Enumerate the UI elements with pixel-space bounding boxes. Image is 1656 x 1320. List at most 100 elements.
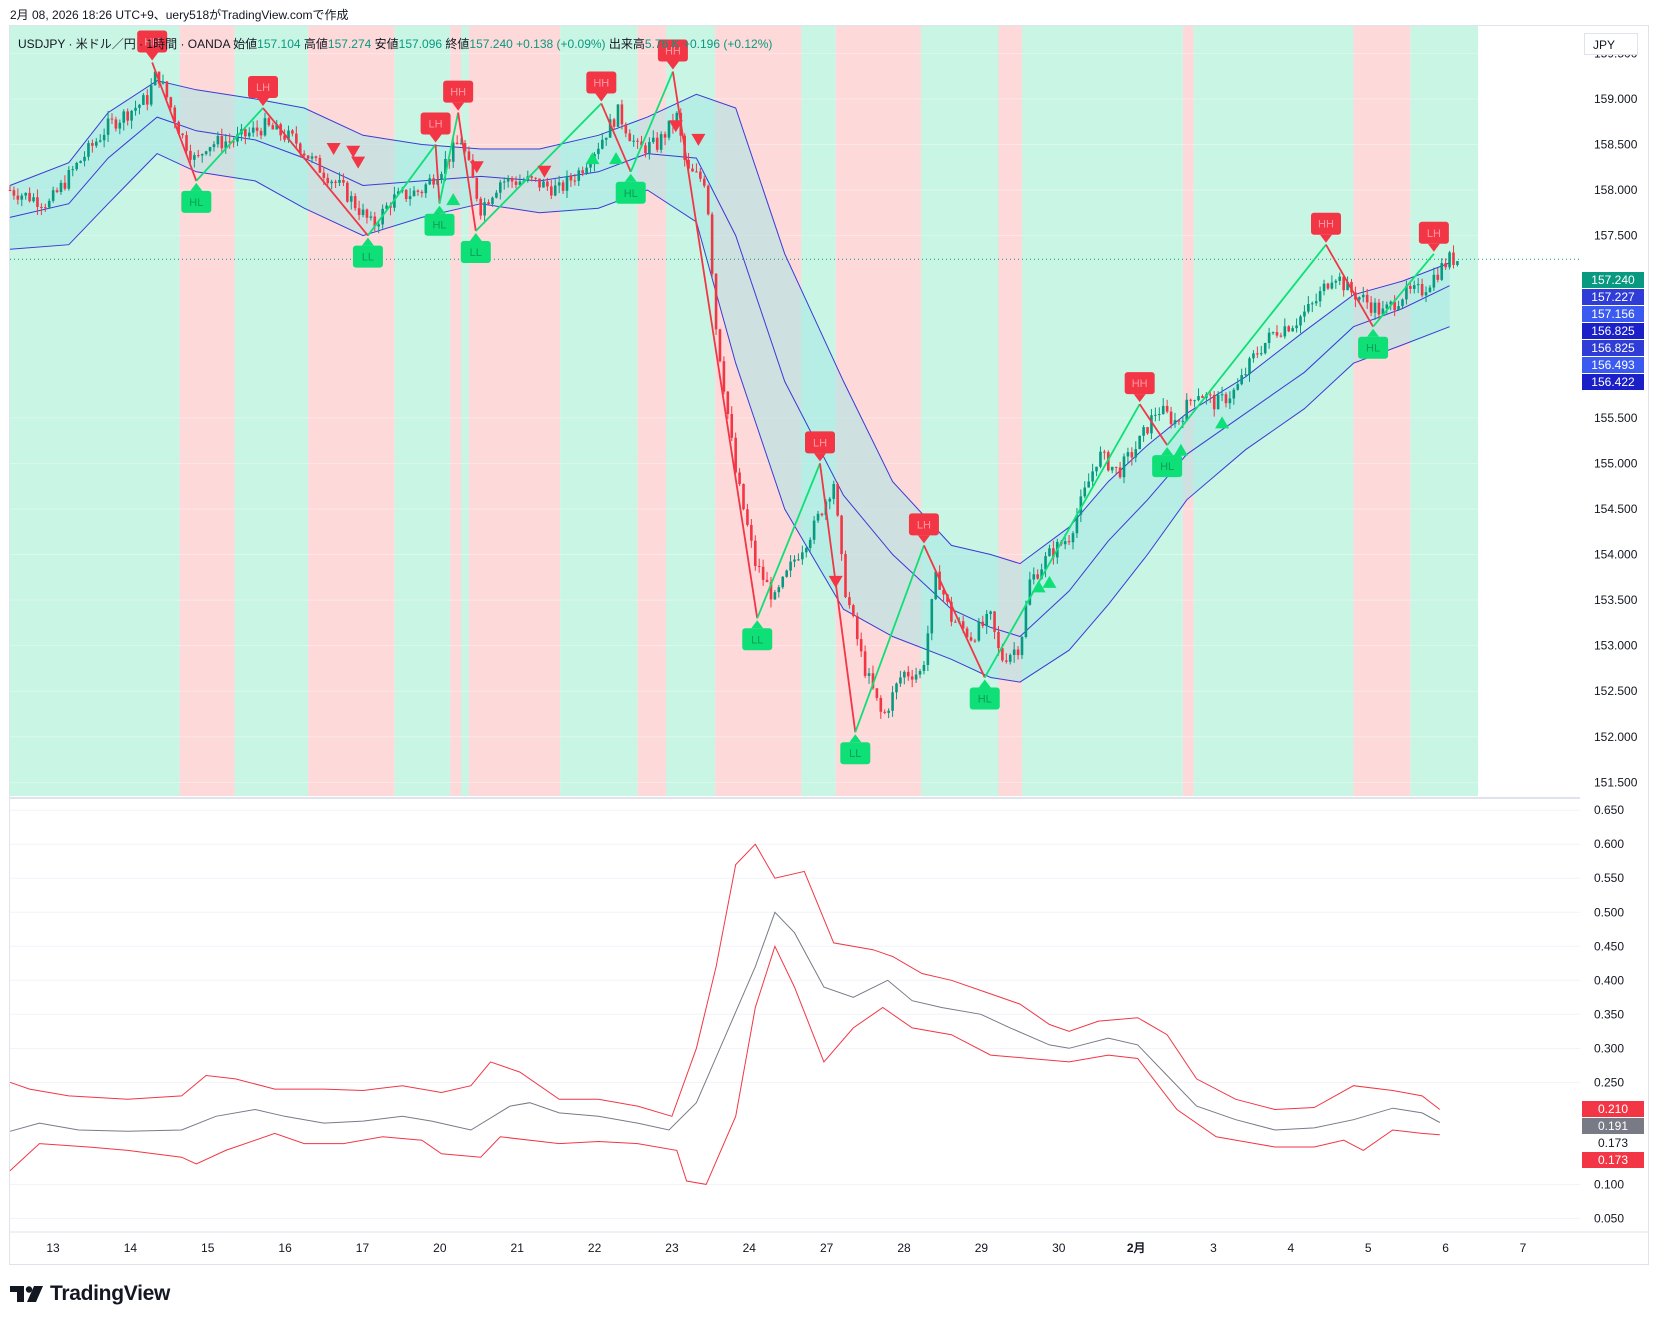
time-tick-4: 17: [356, 1241, 370, 1255]
candle-body: [875, 688, 879, 698]
candle-body: [644, 145, 647, 154]
candle-body: [122, 111, 126, 123]
price-axis-label-bg-3: [1582, 323, 1644, 339]
candle-body: [722, 361, 726, 392]
legend-close-label: 終値: [445, 37, 470, 51]
signal-arrow-down-0: [326, 143, 341, 156]
price-tick-12: 152.000: [1594, 730, 1638, 744]
structure-label-ll-11: LL: [742, 620, 773, 651]
signal-arrow-down-10: [828, 575, 843, 588]
candle-body: [816, 513, 820, 521]
candle-body: [1134, 449, 1138, 458]
structure-label-text: HL: [189, 197, 203, 209]
tradingview-logo[interactable]: TradingView: [10, 1282, 170, 1306]
time-tick-5: 20: [433, 1241, 447, 1255]
candle-body: [1067, 541, 1071, 543]
structure-label-box: [137, 30, 168, 53]
candle-body: [1130, 452, 1134, 458]
candle-body: [377, 224, 381, 227]
candle-body: [228, 141, 231, 143]
candle-body: [1338, 276, 1342, 281]
price-tick-8: 154.000: [1594, 548, 1638, 562]
candle-body: [706, 185, 710, 215]
structure-label-pointer: [917, 535, 930, 544]
candle-body: [753, 540, 757, 567]
signal-arrow-up-12: [1042, 575, 1057, 588]
structure-label-ll-13: LL: [840, 734, 871, 765]
candle-body: [369, 216, 373, 218]
structure-leg-20: [1372, 253, 1435, 328]
price-axis-label-bg-1: [1582, 289, 1644, 305]
structure-label-text: HH: [1318, 219, 1334, 231]
candle-body: [1307, 303, 1310, 312]
volatility-band-fill: [10, 80, 1450, 683]
candle-body: [326, 177, 330, 184]
candle-body: [604, 137, 608, 140]
structure-label-pointer: [257, 98, 270, 107]
candle-body: [259, 130, 263, 136]
structure-label-hl-5: HL: [424, 205, 455, 236]
structure-label-hh-6: HH: [443, 80, 474, 111]
structure-label-box: [443, 80, 474, 103]
structure-label-lh-12: LH: [804, 431, 835, 462]
candle-body: [1016, 649, 1020, 656]
structure-label-pointer: [190, 182, 203, 191]
candle-body: [1126, 452, 1130, 457]
candle-body: [871, 673, 875, 689]
legend-volume-label: 出来高: [608, 37, 645, 51]
candle-body: [828, 498, 832, 502]
candle-body: [761, 566, 765, 580]
time-tick-11: 28: [897, 1241, 911, 1255]
candle-body: [793, 559, 796, 562]
candle-body: [1024, 604, 1028, 637]
volatility-upper-line: [9, 843, 1441, 1117]
candle-body: [220, 135, 224, 149]
candle-body: [189, 150, 192, 160]
candle-body: [942, 589, 945, 595]
candle-body: [1377, 302, 1381, 315]
time-tick-18: 6: [1442, 1241, 1449, 1255]
structure-label-pointer: [452, 102, 465, 111]
candle-body: [1012, 649, 1016, 655]
candle-body: [55, 190, 59, 192]
legend-change: +0.138 (+0.09%): [516, 37, 606, 51]
structure-label-pointer: [813, 453, 826, 462]
structure-label-pointer: [751, 620, 764, 629]
candle-body: [930, 599, 934, 634]
candle-body: [1405, 285, 1408, 300]
structure-label-box: [420, 112, 451, 135]
vol-axis-label-bg-0: [1582, 1101, 1644, 1117]
candles: [8, 70, 1459, 719]
candle-body: [1197, 396, 1200, 401]
candle-body: [1138, 435, 1141, 450]
currency-selector[interactable]: JPY: [1584, 33, 1638, 55]
vol-tick-4: 0.450: [1594, 939, 1624, 953]
candle-body: [1161, 405, 1165, 415]
candle-body: [138, 104, 141, 108]
structure-label-box: [586, 71, 617, 94]
candle-body: [224, 141, 228, 149]
candle-body: [1436, 274, 1440, 280]
candle-body: [1440, 263, 1444, 280]
candle-body: [1228, 398, 1232, 404]
structure-leg-5: [434, 144, 441, 204]
candle-body: [361, 209, 365, 216]
candle-body: [1244, 374, 1247, 376]
structure-label-text: HH: [450, 87, 466, 99]
legend-volume: 5.76 K: [644, 37, 680, 51]
structure-label-text: HH: [1132, 378, 1148, 390]
candle-body: [1350, 281, 1353, 293]
structure-label-hh-0: HH: [137, 30, 168, 61]
candle-body: [1365, 294, 1369, 303]
candle-body: [757, 566, 761, 568]
candle-body: [702, 178, 706, 186]
candle-body: [499, 182, 502, 193]
candle-body: [467, 151, 471, 160]
candle-body: [742, 484, 745, 510]
price-tick-10: 153.000: [1594, 639, 1638, 653]
candle-body: [804, 548, 808, 553]
candle-body: [581, 170, 584, 174]
structure-leg-15: [923, 545, 986, 678]
vol-axis-label-bg-3: [1582, 1152, 1644, 1168]
